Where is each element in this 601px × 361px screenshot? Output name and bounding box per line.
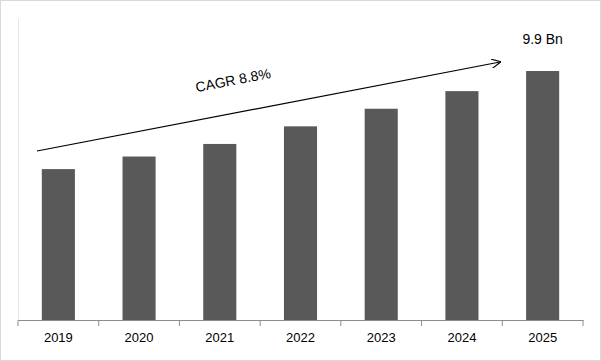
data-label: 9.9 Bn bbox=[522, 31, 562, 47]
bars bbox=[42, 71, 559, 320]
bar bbox=[365, 109, 398, 320]
x-tick-label: 2020 bbox=[125, 330, 154, 345]
bar bbox=[284, 126, 317, 320]
bar bbox=[123, 157, 156, 320]
x-tick: 2019 bbox=[44, 320, 73, 345]
x-axis: 2019 2020 2021 2022 2023 2024 2025 bbox=[19, 320, 584, 345]
x-separator bbox=[421, 320, 422, 326]
bar bbox=[42, 169, 75, 320]
y-axis bbox=[18, 19, 19, 321]
x-tick-label: 2023 bbox=[367, 330, 396, 345]
x-tick-label: 2025 bbox=[528, 330, 557, 345]
annotation: CAGR 8.8% bbox=[194, 65, 272, 95]
x-tick: 2020 bbox=[125, 320, 154, 345]
x-tick: 2024 bbox=[447, 320, 476, 345]
data-labels: 9.9 Bn bbox=[522, 31, 562, 47]
bar bbox=[526, 71, 559, 320]
x-separator bbox=[260, 320, 261, 326]
y-axis-line bbox=[18, 19, 19, 321]
x-axis-line bbox=[19, 320, 584, 321]
x-tick: 2022 bbox=[286, 320, 315, 345]
frame bbox=[1, 1, 601, 361]
x-separators bbox=[18, 320, 583, 326]
x-separator bbox=[340, 320, 341, 326]
bar bbox=[445, 91, 478, 320]
chart: 2019 2020 2021 2022 2023 2024 2025 9.9 Bn CAGR 8… bbox=[0, 0, 601, 361]
x-tick: 2021 bbox=[205, 320, 234, 345]
x-separator bbox=[179, 320, 180, 326]
x-tick: 2025 bbox=[528, 320, 557, 345]
x-tick-label: 2021 bbox=[205, 330, 234, 345]
x-separator bbox=[502, 320, 503, 326]
x-separator bbox=[583, 320, 584, 326]
x-separator bbox=[18, 320, 19, 326]
x-tick: 2023 bbox=[367, 320, 396, 345]
x-tick-label: 2022 bbox=[286, 330, 315, 345]
cagr-arrow bbox=[37, 62, 500, 151]
bar bbox=[203, 144, 236, 320]
x-separator bbox=[98, 320, 99, 326]
x-tick-label: 2024 bbox=[447, 330, 476, 345]
x-tick-label: 2019 bbox=[44, 330, 73, 345]
